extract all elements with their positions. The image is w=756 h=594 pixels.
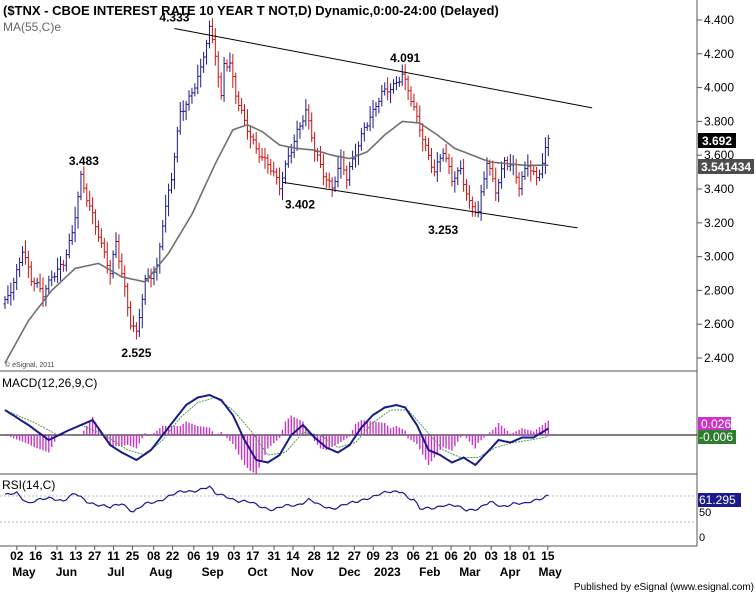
price-tick-label: 4.400 xyxy=(704,13,734,27)
x-day-label: 27 xyxy=(88,549,102,563)
macd-panel xyxy=(4,393,550,474)
price-annotation: 4.091 xyxy=(390,51,420,65)
price-tick-label: 2.800 xyxy=(704,283,734,297)
last-price-value: 3.692 xyxy=(702,134,732,148)
x-month-label: 2023 xyxy=(374,565,401,579)
price-tick-label: 4.200 xyxy=(704,47,734,61)
last-price-tag xyxy=(698,133,736,148)
ma-legend: MA(55,C)e xyxy=(3,20,61,34)
x-day-label: 09 xyxy=(367,549,381,563)
footer-credit: Published by eSignal (www.esignal.com) xyxy=(574,582,754,593)
price-tick-label: 3.800 xyxy=(704,114,734,128)
signal-readout-tag xyxy=(698,430,736,444)
x-day-label: 21 xyxy=(426,549,440,563)
x-day-label: 25 xyxy=(126,549,140,563)
axes: 02 16 31 13 27 11 25 08 22 06 19 03 17 31 14 28 12 27 09 23… xyxy=(10,546,562,579)
x-day-label: 03 xyxy=(485,549,499,563)
x-month-label: Dec xyxy=(339,565,361,579)
x-day-label: 01 xyxy=(522,549,536,563)
copyright-notice: © eSignal, 2011 xyxy=(5,361,55,369)
macd-readout-tag xyxy=(698,417,731,431)
price-panel: 4.400 4.200 4.000 3.800 3.600 3.400 3.200 3.000… xyxy=(3,10,734,365)
x-day-label: 31 xyxy=(267,549,281,563)
price-annotation: 2.525 xyxy=(121,346,151,360)
rsi-readout-tag xyxy=(698,493,741,507)
x-month-label: May xyxy=(12,565,36,579)
signal-readout: -0.006 xyxy=(699,430,733,444)
macd-signal-line xyxy=(4,396,549,458)
price-annotation: 3.402 xyxy=(285,198,315,212)
trendline-lower xyxy=(282,181,578,229)
x-day-label: 23 xyxy=(385,549,399,563)
x-day-label: 13 xyxy=(69,549,83,563)
rsi-panel xyxy=(4,485,549,513)
x-day-label: 14 xyxy=(286,549,300,563)
x-day-label: 20 xyxy=(463,549,477,563)
price-tick-label: 2.600 xyxy=(704,317,734,331)
x-day-label: 31 xyxy=(50,549,64,563)
x-day-label: 28 xyxy=(308,549,322,563)
price-annotation: 3.483 xyxy=(69,154,99,168)
x-day-label: 06 xyxy=(444,549,458,563)
x-day-label: 03 xyxy=(227,549,241,563)
x-month-label: Jul xyxy=(107,565,124,579)
macd-readout: 0.026 xyxy=(701,417,731,431)
x-month-label: Nov xyxy=(291,565,314,579)
x-day-label: 08 xyxy=(147,549,161,563)
x-day-label: 15 xyxy=(541,549,555,563)
x-month-label: Feb xyxy=(419,565,440,579)
price-tick-label: 4.000 xyxy=(704,81,734,95)
x-month-label: Aug xyxy=(149,565,172,579)
x-day-label: 12 xyxy=(326,549,340,563)
x-day-label: 27 xyxy=(348,549,362,563)
x-day-label: 19 xyxy=(206,549,220,563)
x-month-label: Oct xyxy=(248,565,268,579)
x-month-label: May xyxy=(539,565,563,579)
x-day-label: 02 xyxy=(10,549,24,563)
x-month-label: Sep xyxy=(202,565,224,579)
price-tick-label: 3.000 xyxy=(704,250,734,264)
ma-55-line xyxy=(4,120,549,364)
x-month-label: Jun xyxy=(56,565,77,579)
trendline-upper xyxy=(174,27,593,109)
x-day-label: 22 xyxy=(166,549,180,563)
rsi-readout: 61.295 xyxy=(699,493,736,507)
x-month-label: Apr xyxy=(500,565,521,579)
price-annotation: 3.253 xyxy=(428,223,458,237)
ma-price-tag xyxy=(698,159,754,174)
x-day-label: 18 xyxy=(503,549,517,563)
macd-legend: MACD(12,26,9,C) xyxy=(2,376,97,390)
rsi-tick-50: 50 xyxy=(699,507,711,519)
price-annotation: 4.333 xyxy=(159,10,189,24)
macd-line xyxy=(4,393,549,467)
price-tick-label: 3.200 xyxy=(704,216,734,230)
x-day-label: 06 xyxy=(187,549,201,563)
x-day-label: 06 xyxy=(407,549,421,563)
price-tick-label: 3.600 xyxy=(704,148,734,162)
price-tick-label: 3.400 xyxy=(704,182,734,196)
rsi-legend: RSI(14,C) xyxy=(2,478,55,492)
x-day-label: 17 xyxy=(246,549,260,563)
chart-title: ($TNX - CBOE INTEREST RATE 10 YEAR T NOT… xyxy=(3,3,499,18)
x-month-label: Mar xyxy=(459,565,481,579)
x-day-label: 16 xyxy=(29,549,43,563)
ma-price-value: 3.541434 xyxy=(701,160,751,174)
x-day-label: 11 xyxy=(107,549,120,563)
rsi-line xyxy=(4,485,549,513)
price-tick-label: 2.400 xyxy=(704,351,734,365)
rsi-tick-0: 0 xyxy=(699,532,705,544)
